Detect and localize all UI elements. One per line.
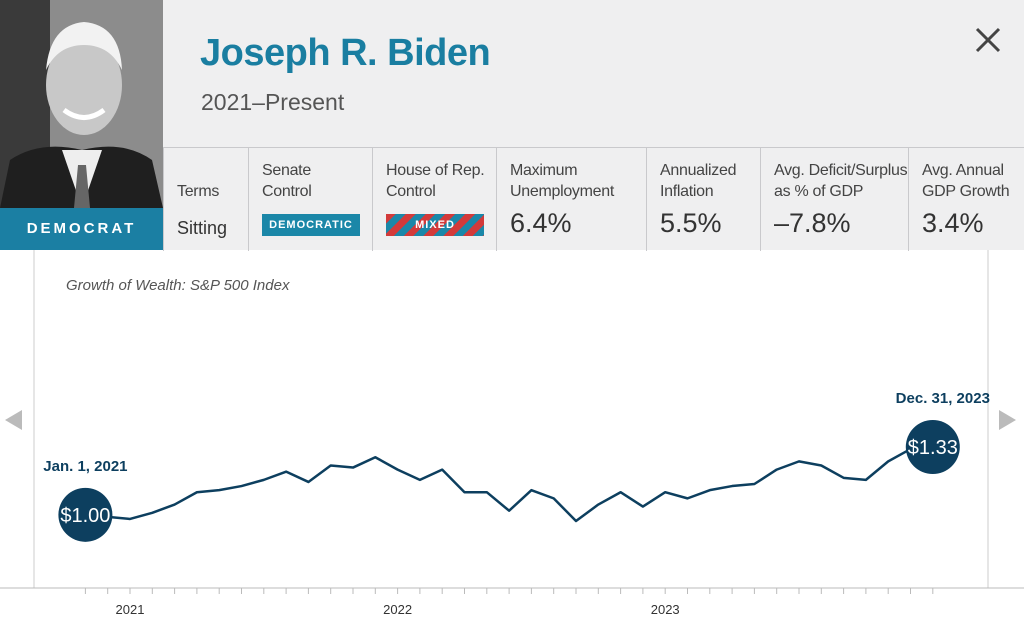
stat-label-line: Avg. Deficit/Surplus [774, 162, 908, 179]
stat-label: Avg. Annual GDP Growth [922, 158, 1024, 202]
stat-label-line: Avg. Annual [922, 162, 1004, 179]
stat-label-line: Senate [262, 162, 311, 179]
stat-label: Terms [177, 158, 317, 202]
close-button[interactable] [975, 27, 1001, 53]
stat-label: Maximum Unemployment [510, 158, 650, 202]
stat-label-line: Inflation [660, 183, 714, 200]
stat-label: Senate Control [262, 158, 402, 202]
name: Joseph R. Biden [200, 32, 491, 74]
value-label: $1.33 [908, 437, 958, 459]
stat-column: Terms Sitting [163, 148, 248, 251]
stat-label-line: Annualized [660, 162, 737, 179]
endpoint-marker [58, 487, 113, 542]
stat-badge: DEMOCRATIC [262, 214, 360, 236]
stat-label-line: Unemployment [510, 183, 615, 200]
chart-title: Growth of Wealth: S&P 500 Index [66, 277, 290, 294]
stat-label-line: as % of GDP [774, 183, 864, 200]
stat-label-line: Control [386, 183, 436, 200]
party-band: DEMOCRAT [0, 208, 163, 250]
stats-row: Terms Sitting Senate Control DEMOCRATIC House… [163, 147, 1024, 251]
x-tick-label: 2023 [651, 602, 680, 617]
stat-label: Avg. Deficit/Surplus as % of GDP [774, 158, 914, 202]
stat-label-line: House of Rep. [386, 162, 485, 179]
x-tick-label: 2021 [116, 602, 145, 617]
endpoint-marker [905, 420, 960, 474]
stat-label: House of Rep. Control [386, 158, 526, 202]
stat-column: Maximum Unemployment 6.4% [496, 148, 646, 251]
stat-badge: MIXED [386, 214, 484, 236]
stat-column: House of Rep. Control MIXED [372, 148, 496, 251]
stat-label-line: Maximum [510, 162, 578, 179]
chart: Growth of Wealth: S&P 500 Index 2021 2022… [0, 250, 1024, 617]
next-arrow[interactable] [999, 410, 1016, 430]
stat-value: –7.8% [774, 208, 851, 238]
date-label: Jan. 1, 2021 [43, 458, 127, 475]
series-line [85, 445, 933, 523]
stat-value: 3.4% [922, 208, 984, 238]
portrait [0, 0, 163, 208]
stat-value: Sitting [177, 218, 228, 238]
stat-column: Annualized Inflation 5.5% [646, 148, 760, 251]
stat-column: Senate Control DEMOCRATIC [248, 148, 372, 251]
prev-arrow[interactable] [5, 410, 22, 430]
stat-value: 6.4% [510, 208, 572, 238]
term: 2021–Present [201, 89, 345, 115]
stat-label-line: GDP Growth [922, 183, 1010, 200]
stat-column: Avg. Annual GDP Growth 3.4% [908, 148, 1024, 251]
stat-label-line: Control [262, 183, 312, 200]
header: DEMOCRAT Joseph R. Biden 2021–Present Te… [0, 0, 1024, 251]
date-label: Dec. 31, 2023 [896, 390, 990, 407]
stat-label: Annualized Inflation [660, 158, 800, 202]
value-label: $1.00 [60, 505, 110, 527]
stat-value: 5.5% [660, 208, 722, 238]
stat-column: Avg. Deficit/Surplus as % of GDP –7.8% [760, 148, 908, 251]
stat-label-line: Terms [177, 183, 220, 200]
x-tick-label: 2022 [383, 602, 412, 617]
